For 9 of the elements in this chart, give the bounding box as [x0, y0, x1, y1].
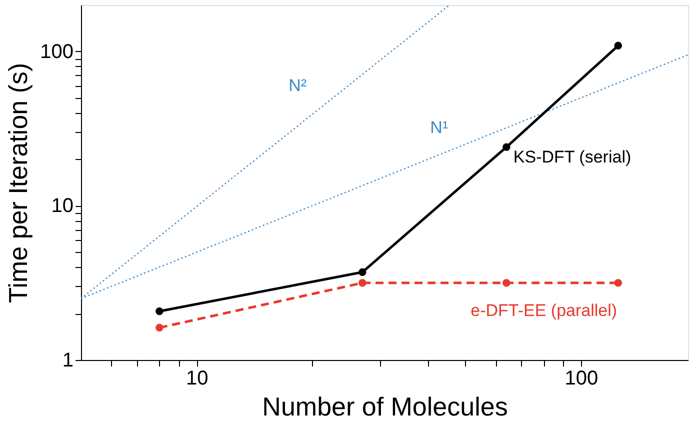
series-label: N² — [288, 76, 307, 96]
series-label: N¹ — [430, 118, 448, 137]
series-label: KS-DFT (serial) — [513, 147, 632, 166]
series-label: e-DFT-EE (parallel) — [470, 300, 618, 320]
y-axis-title: Time per Iteration (s) — [3, 62, 34, 304]
y-tick-label: 10 — [51, 195, 74, 218]
x-axis-title: Number of Molecules — [262, 392, 508, 422]
y-tick-label: 100 — [40, 40, 74, 63]
y-tick-label: 1 — [62, 350, 74, 372]
